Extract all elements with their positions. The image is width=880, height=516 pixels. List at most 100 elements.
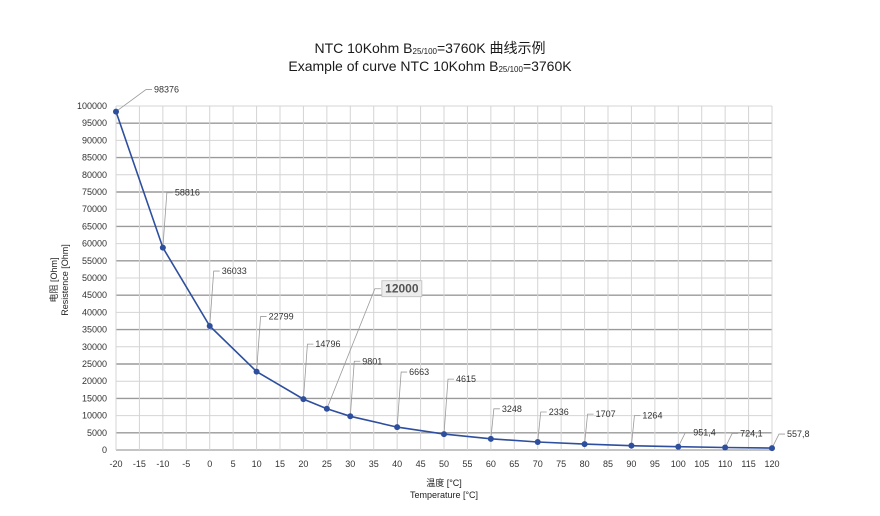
data-label: 1264 [642,411,662,421]
data-point [347,413,354,420]
data-label: 724,1 [740,429,763,439]
x-tick-label: 15 [275,459,285,469]
x-tick-label: 25 [322,459,332,469]
x-tick-label: 50 [439,459,449,469]
x-tick-label: -15 [133,459,146,469]
x-axis-ticks: -20 -15 -10 -5 0 5 10 15 20 25 30 35 40 45 50 55 60 65 70 7… [109,459,779,469]
label-leader [396,371,408,428]
x-axis-label-en: Temperature [°C] [410,490,478,500]
x-tick-label: -20 [109,459,122,469]
gridlines [115,105,773,451]
y-tick-label: 95000 [82,118,107,128]
x-tick-label: 5 [231,459,236,469]
label-leader [326,288,381,409]
y-tick-label: 30000 [82,342,107,352]
x-tick-label: 10 [252,459,262,469]
data-label: 6663 [409,367,429,377]
label-leader [162,192,173,248]
y-tick-label: 80000 [82,170,107,180]
resistance-curve [115,111,773,449]
y-tick-label: 90000 [82,135,107,145]
label-leader [771,433,785,449]
x-tick-label: 90 [626,459,636,469]
y-tick-label: 40000 [82,307,107,317]
label-leader [724,433,739,448]
y-tick-label: 75000 [82,187,107,197]
x-tick-label: -5 [182,459,190,469]
label-leader [443,378,454,435]
y-tick-label: 45000 [82,290,107,300]
chart-title: NTC 10Kohm B25/100=3760K 曲线示例 [314,40,546,56]
x-tick-label: 65 [509,459,519,469]
y-axis-label-cn: 电阻 [Ohm] [48,257,59,302]
data-label: 14796 [315,339,340,349]
data-point [487,435,494,442]
x-tick-label: 100 [671,459,686,469]
data-label: 9801 [362,356,382,366]
label-leader [584,413,594,445]
label-leader-lines [115,89,785,449]
y-tick-label: 20000 [82,376,107,386]
y-tick-label: 55000 [82,256,107,266]
x-axis-label-cn: 温度 [°C] [426,477,462,488]
data-point [675,443,682,450]
y-tick-label: 10000 [82,411,107,421]
data-label: 557,8 [787,429,810,439]
highlight-label-box [381,280,423,298]
data-label: 1707 [596,409,616,419]
label-leader [256,316,267,372]
data-label: 951,4 [693,428,716,438]
x-tick-label: 55 [462,459,472,469]
chart-subtitle: Example of curve NTC 10Kohm B25/100=3760… [288,58,572,74]
data-point [441,431,447,438]
data-label: 36033 [222,266,247,276]
data-point [113,108,119,115]
data-point [253,368,260,375]
data-point [534,438,541,445]
label-leader [537,411,547,443]
data-point [581,441,588,448]
label-leader [303,343,314,400]
data-label: 58816 [175,188,200,198]
x-tick-label: 35 [369,459,379,469]
label-leader [115,89,152,112]
label-leader [631,415,641,446]
y-axis-ticks: 0 5000 10000 15000 20000 25000 30000 35000 40000… [77,101,107,455]
data-label: 4615 [456,374,476,384]
data-point [394,424,401,431]
x-tick-label: 45 [416,459,426,469]
y-tick-label: 60000 [82,239,107,249]
data-point [206,323,213,330]
y-tick-label: 0 [102,445,107,455]
data-label: 22799 [269,312,294,322]
y-tick-label: 65000 [82,221,107,231]
x-tick-label: -10 [156,459,169,469]
y-tick-label: 100000 [77,101,107,111]
x-tick-label: 95 [650,459,660,469]
x-tick-label: 0 [207,459,212,469]
x-tick-label: 20 [298,459,308,469]
label-leader [209,270,220,327]
x-tick-label: 115 [741,459,755,469]
y-tick-label: 25000 [82,359,107,369]
label-leader [677,432,692,447]
data-label: 2336 [549,407,569,417]
data-point [769,445,775,452]
x-tick-label: 75 [556,459,566,469]
y-tick-label: 85000 [82,153,107,163]
x-tick-label: 60 [486,459,496,469]
data-label: 3248 [502,404,522,414]
data-label-highlight: 12000 [385,282,419,296]
data-label: 98376 [154,85,179,95]
x-tick-label: 70 [533,459,543,469]
data-point [300,396,307,403]
data-point [323,405,330,412]
x-tick-label: 30 [345,459,355,469]
x-tick-label: 110 [718,459,732,469]
data-points [113,108,775,452]
x-tick-label: 80 [580,459,590,469]
y-axis-label-en: Resistence [Ohm] [60,244,70,316]
label-leader [349,360,361,417]
data-point [722,444,729,451]
data-point [159,244,166,251]
